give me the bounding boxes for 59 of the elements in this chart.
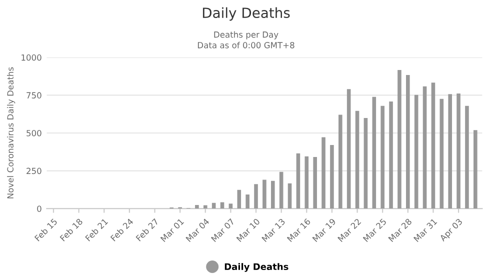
bar — [431, 82, 436, 209]
x-tick-label: Mar 16 — [286, 218, 311, 242]
bar — [254, 184, 258, 209]
x-tick-label: Mar 25 — [362, 218, 387, 242]
bar — [338, 114, 342, 209]
bar — [279, 172, 284, 209]
bar — [346, 89, 351, 209]
bar — [355, 110, 360, 209]
y-tick-label: 1000 — [22, 54, 42, 61]
x-tick-label: Mar 19 — [312, 218, 336, 242]
y-tick-label: 250 — [26, 168, 42, 174]
bar — [422, 86, 427, 209]
bar — [372, 96, 376, 209]
bar — [288, 183, 292, 209]
y-tick-label: 750 — [26, 92, 42, 98]
x-tick-label: Mar 10 — [236, 218, 260, 242]
bar — [195, 204, 199, 209]
bar — [389, 102, 393, 209]
bar — [448, 94, 452, 209]
bar — [398, 70, 402, 209]
bar — [304, 156, 309, 209]
x-tick-label: Apr 03 — [439, 218, 464, 243]
bar — [246, 194, 250, 209]
x-tick-label: Feb 27 — [136, 218, 159, 242]
bar — [414, 94, 418, 209]
y-tick-label: 500 — [26, 130, 42, 136]
bar — [228, 204, 233, 209]
chart-title: Daily Deaths — [202, 7, 290, 21]
x-tick-label: Mar 04 — [186, 218, 210, 242]
x-tick-label: Mar 28 — [388, 218, 412, 242]
x-tick-label: Mar 07 — [210, 218, 235, 242]
legend-label: Daily Deaths — [224, 263, 288, 272]
y-tick-label: 0 — [37, 206, 42, 212]
x-tick-label: Mar 31 — [413, 218, 438, 242]
bar — [270, 180, 275, 209]
y-axis-title: Novel Coronavirus Daily Deaths — [7, 67, 16, 198]
bar — [237, 190, 242, 209]
bar — [296, 153, 300, 209]
bar — [474, 130, 478, 209]
bar — [456, 94, 460, 209]
bar — [313, 157, 317, 209]
bar — [406, 74, 410, 209]
x-tick-label: Feb 24 — [110, 218, 134, 242]
x-tick-label: Mar 22 — [337, 218, 362, 242]
x-tick-label: Mar 01 — [160, 218, 184, 242]
x-tick-label: Mar 13 — [262, 218, 286, 242]
chart-subtitle: Deaths per Day Data as of 0:00 GMT+8 — [198, 31, 294, 48]
bar — [364, 118, 368, 209]
x-tick-label: Feb 18 — [60, 218, 83, 242]
bar — [203, 205, 208, 209]
bar — [440, 98, 444, 209]
x-tick-label: Feb 21 — [84, 218, 108, 242]
bar — [262, 180, 266, 209]
x-tick-label: Feb 15 — [34, 218, 58, 242]
bar — [380, 106, 384, 209]
bar — [322, 137, 326, 209]
bar — [330, 144, 334, 209]
bar — [220, 202, 224, 209]
bar — [465, 106, 469, 209]
